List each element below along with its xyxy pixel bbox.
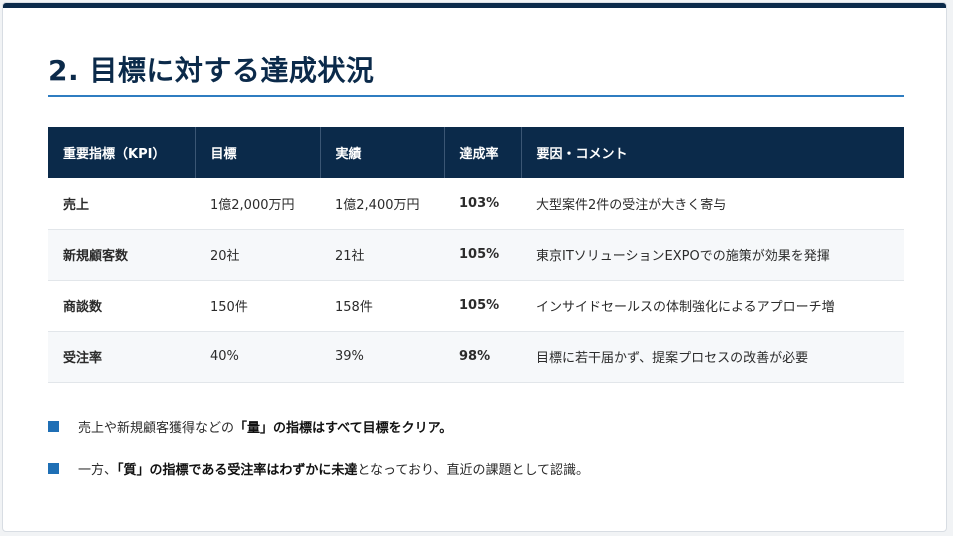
cell-metric: 受注率 (48, 331, 195, 383)
cell-rate: 105% (444, 229, 521, 281)
bullet-emphasis: 「質」の指標である受注率はわずかに未達 (117, 463, 358, 478)
cell-rate: 103% (444, 178, 521, 230)
cell-target: 1億2,000万円 (195, 178, 320, 230)
cell-comment: インサイドセールスの体制強化によるアプローチ増 (521, 280, 904, 332)
bullet-text: 一方、「質」の指標である受注率はわずかに未達となっており、直近の課題として認識。 (78, 459, 589, 478)
header-rate: 達成率 (444, 127, 522, 178)
table-row: 商談数 150件 158件 105% インサイドセールスの体制強化によるアプロー… (48, 280, 904, 332)
kpi-table: 重要指標（KPI） 目標 実績 達成率 要因・コメント 売上 1億2,000万円… (48, 127, 904, 383)
summary-bullets: 売上や新規顧客獲得などの「量」の指標はすべて目標をクリア。 一方、「質」の指標で… (48, 411, 589, 495)
square-bullet-icon (48, 421, 59, 432)
cell-actual: 158件 (320, 280, 444, 332)
cell-rate: 105% (444, 280, 521, 332)
bullet-prefix: 売上や新規顧客獲得などの (78, 421, 235, 436)
bullet-item: 売上や新規顧客獲得などの「量」の指標はすべて目標をクリア。 (48, 411, 589, 442)
cell-rate: 98% (444, 331, 521, 383)
cell-actual: 1億2,400万円 (320, 178, 444, 230)
bullet-prefix: 一方、 (78, 463, 118, 478)
square-bullet-icon (48, 463, 59, 474)
header-actual: 実績 (320, 127, 445, 178)
header-kpi: 重要指標（KPI） (48, 127, 196, 178)
table-row: 新規顧客数 20社 21社 105% 東京ITソリューションEXPOでの施策が効… (48, 229, 904, 281)
header-target: 目標 (195, 127, 321, 178)
bullet-suffix: となっており、直近の課題として認識。 (357, 463, 590, 478)
cell-actual: 21社 (320, 229, 444, 281)
cell-metric: 新規顧客数 (48, 229, 195, 281)
cell-comment: 大型案件2件の受注が大きく寄与 (521, 178, 904, 230)
cell-metric: 商談数 (48, 280, 195, 332)
table-row: 受注率 40% 39% 98% 目標に若干届かず、提案プロセスの改善が必要 (48, 331, 904, 383)
cell-target: 40% (195, 331, 320, 383)
cell-comment: 東京ITソリューションEXPOでの施策が効果を発揮 (521, 229, 904, 281)
cell-target: 20社 (195, 229, 320, 281)
bullet-emphasis: 「量」の指標はすべて目標をクリア。 (234, 421, 453, 436)
table-header-row: 重要指標（KPI） 目標 実績 達成率 要因・コメント (48, 127, 904, 178)
top-accent-bar (3, 3, 946, 8)
bullet-item: 一方、「質」の指標である受注率はわずかに未達となっており、直近の課題として認識。 (48, 453, 589, 484)
cell-comment: 目標に若干届かず、提案プロセスの改善が必要 (521, 331, 904, 383)
header-comment: 要因・コメント (521, 127, 904, 178)
slide-title: 2. 目標に対する達成状況 (48, 54, 375, 87)
table-row: 売上 1億2,000万円 1億2,400万円 103% 大型案件2件の受注が大き… (48, 178, 904, 230)
cell-target: 150件 (195, 280, 320, 332)
bullet-text: 売上や新規顧客獲得などの「量」の指標はすべて目標をクリア。 (78, 417, 452, 436)
cell-metric: 売上 (48, 178, 195, 230)
title-underline (48, 95, 904, 97)
cell-actual: 39% (320, 331, 444, 383)
